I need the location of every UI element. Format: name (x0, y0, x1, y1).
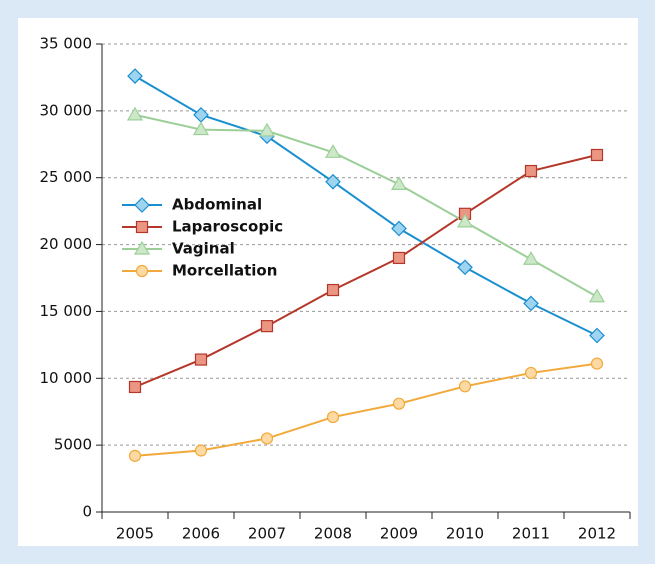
y-tick-label: 30 000 (40, 101, 93, 119)
marker (390, 176, 408, 190)
marker (590, 148, 604, 162)
line (134, 154, 598, 388)
legend-label: Abdominal (172, 196, 262, 214)
marker (326, 283, 340, 297)
marker (325, 173, 341, 190)
x-tick-label: 2007 (248, 525, 286, 543)
marker (457, 259, 473, 276)
y-tick-label: 25 000 (40, 168, 93, 186)
x-tick-label: 2012 (578, 525, 616, 543)
legend-label: Laparoscopic (172, 218, 283, 236)
marker (524, 366, 538, 380)
marker (126, 106, 144, 121)
x-tick-label: 2008 (314, 525, 352, 543)
y-tick-label: 5000 (54, 436, 92, 454)
x-tick-label: 2010 (446, 525, 484, 543)
marker (458, 380, 472, 393)
marker (260, 320, 274, 333)
legend-marker (134, 197, 150, 213)
line (134, 113, 598, 298)
x-tick-label: 2005 (116, 525, 154, 543)
marker (524, 164, 538, 178)
marker (194, 444, 208, 457)
marker (522, 251, 540, 265)
marker (523, 295, 539, 312)
legend-label: Morcellation (172, 262, 277, 280)
marker (456, 213, 474, 228)
marker (588, 288, 606, 303)
marker (192, 121, 210, 136)
line (134, 75, 598, 337)
x-tick-label: 2006 (182, 525, 220, 543)
legend-label: Vaginal (172, 240, 235, 258)
legend-marker (135, 220, 149, 234)
marker (590, 357, 604, 370)
y-tick-label: 10 000 (40, 369, 93, 387)
legend-marker (135, 264, 149, 278)
plot-background (18, 18, 638, 546)
marker (128, 449, 142, 462)
marker (194, 353, 208, 366)
legend-marker (133, 240, 151, 255)
marker (324, 144, 342, 158)
marker (392, 397, 406, 410)
marker (391, 220, 407, 237)
marker (258, 122, 276, 137)
marker (128, 380, 142, 394)
line (134, 362, 598, 457)
marker (260, 432, 274, 445)
marker (326, 410, 340, 424)
y-tick-label: 0 (82, 503, 92, 521)
x-tick-label: 2009 (380, 525, 418, 543)
x-tick-label: 2011 (512, 525, 550, 543)
marker (589, 327, 605, 344)
y-tick-label: 35 000 (40, 35, 93, 53)
y-tick-label: 20 000 (40, 235, 93, 253)
marker (127, 68, 143, 84)
y-tick-label: 15 000 (40, 302, 93, 320)
marker (392, 251, 406, 265)
